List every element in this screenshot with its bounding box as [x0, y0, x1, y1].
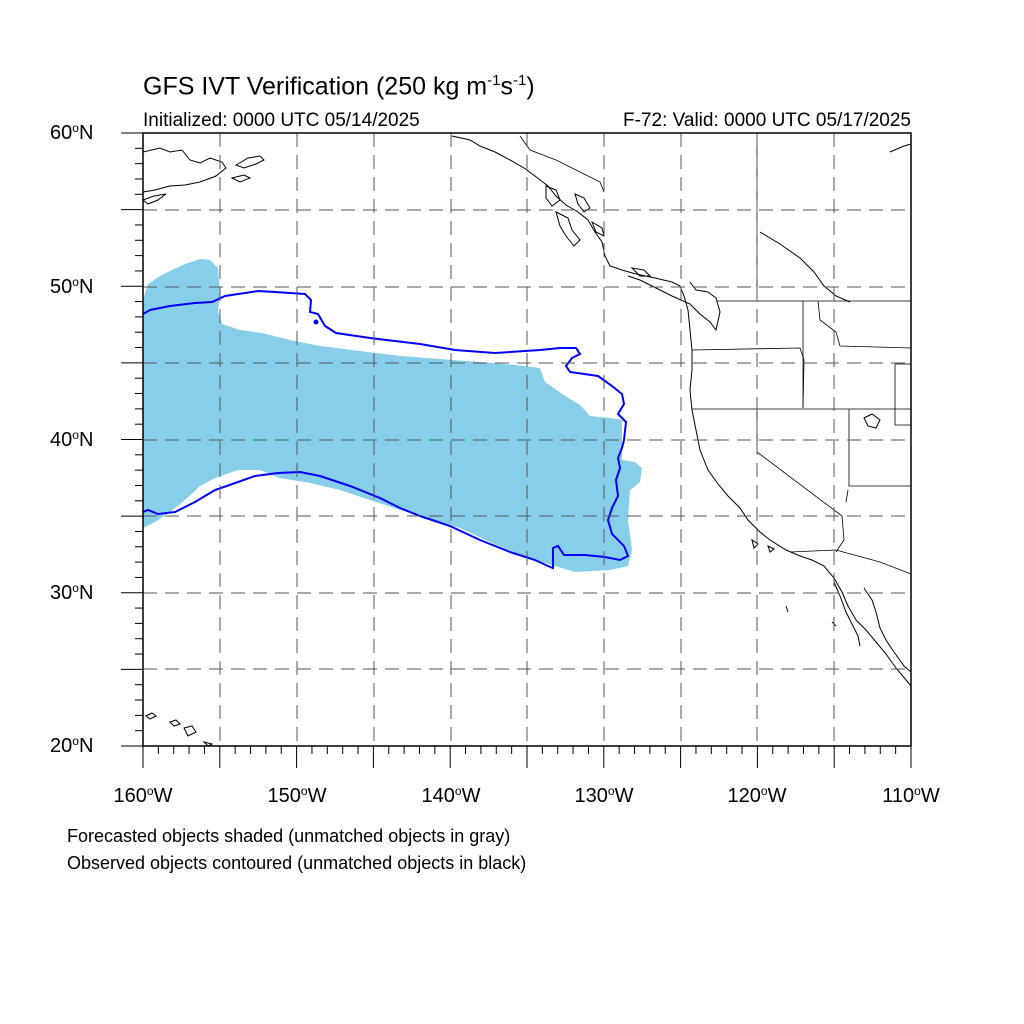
lon-label-110w: 110oW	[882, 784, 940, 807]
graticule	[143, 133, 911, 746]
lon-label-160w: 160oW	[113, 784, 173, 807]
tick-marks	[121, 132, 912, 768]
lat-label-50n: 50oN	[50, 275, 94, 298]
valid-time-label: F-72: Valid: 0000 UTC 05/17/2025	[623, 110, 911, 131]
lat-label-30n: 30oN	[50, 581, 94, 604]
lon-label-120w: 120oW	[727, 784, 787, 807]
observed-contour	[143, 289, 630, 570]
footnote-forecast: Forecasted objects shaded (unmatched obj…	[67, 826, 511, 846]
lat-label-60n: 60oN	[50, 121, 94, 144]
lat-label-40n: 40oN	[50, 428, 94, 451]
map-title: GFS IVT Verification (250 kg m-1s-1)	[143, 72, 535, 101]
lon-label-150w: 150oW	[267, 784, 327, 807]
footnote-observed: Observed objects contoured (unmatched ob…	[67, 853, 527, 873]
lon-label-130w: 130oW	[574, 784, 634, 807]
lon-label-140w: 140oW	[421, 784, 481, 807]
observed-small-object	[313, 319, 319, 325]
lat-label-20n: 20oN	[50, 734, 94, 757]
init-time-label: Initialized: 0000 UTC 05/14/2025	[143, 110, 420, 131]
forecast-object	[143, 259, 642, 572]
